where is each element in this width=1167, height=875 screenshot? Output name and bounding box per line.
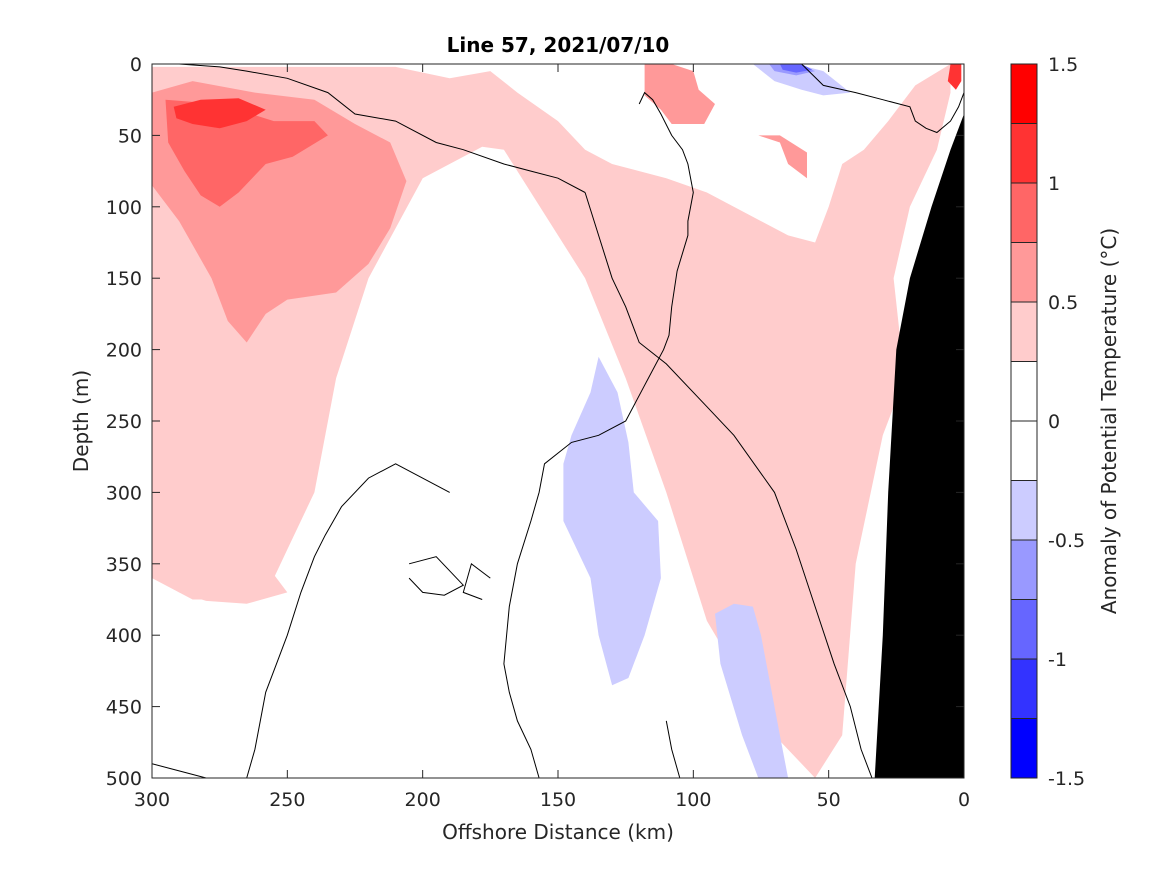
colorbar-frame (1010, 63, 1038, 779)
colorbar-swatch (1011, 183, 1037, 243)
y-axis-label: Depth (m) (69, 370, 93, 472)
x-tick-label: 100 (675, 789, 711, 811)
x-tick-label: 300 (134, 789, 170, 811)
colorbar-tick-label: 1.5 (1048, 54, 1078, 76)
contour-fill-region (152, 349, 288, 604)
colorbar-swatch (1011, 540, 1037, 600)
colorbar-tick-label: 0 (1048, 411, 1060, 433)
colorbar-swatch (1011, 480, 1037, 540)
zero-contour-line (665, 720, 681, 778)
contour-fill-region (758, 135, 807, 179)
land-mask-layer (874, 114, 964, 778)
contour-fill-layer (152, 64, 962, 778)
y-tick-label: 100 (106, 197, 142, 219)
colorbar-tick-label: 0.5 (1048, 292, 1078, 314)
colorbar-swatch (1011, 599, 1037, 659)
colorbar-tick-label: -0.5 (1048, 530, 1085, 552)
colorbar-swatch (1011, 361, 1037, 421)
x-axis: 300 250 200 150 100 50 0 (134, 64, 970, 811)
land-mask (874, 114, 964, 778)
zero-contour-line (503, 91, 694, 778)
colorbar-swatch (1011, 421, 1037, 481)
zero-contour-line (462, 562, 491, 600)
zero-contour-line (408, 556, 465, 596)
contour-fill-region (947, 64, 962, 90)
y-tick-label: 400 (106, 625, 142, 647)
colorbar (1011, 64, 1037, 778)
contour-fill-region (165, 99, 328, 207)
y-tick-label: 150 (106, 268, 142, 290)
x-tick-label: 0 (958, 789, 970, 811)
zero-contour-line (584, 192, 873, 778)
y-tick-label: 500 (106, 768, 142, 790)
colorbar-tick-label: -1 (1048, 649, 1067, 671)
x-tick-label: 50 (817, 789, 841, 811)
colorbar-swatch (1011, 123, 1037, 183)
y-tick-label: 450 (106, 697, 142, 719)
contour-fill-region (644, 64, 715, 124)
chart-title: Line 57, 2021/07/10 (447, 33, 670, 57)
y-tick-label: 300 (106, 482, 142, 504)
x-axis-label: Offshore Distance (km) (442, 820, 674, 844)
y-tick-label: 50 (118, 125, 142, 147)
colorbar-tick-label: 1 (1048, 173, 1060, 195)
zero-contour-line (152, 763, 207, 778)
x-tick-label: 150 (540, 789, 576, 811)
x-tick-label: 200 (405, 789, 441, 811)
y-axis: 0 50 100 150 200 250 300 350 400 450 500 (106, 54, 964, 790)
zero-contour-line (179, 64, 586, 193)
colorbar-swatch (1011, 64, 1037, 124)
y-tick-label: 0 (130, 54, 142, 76)
zero-contour-line (246, 463, 450, 778)
contour-fill-region (563, 356, 661, 686)
zero-contour-line (801, 64, 964, 134)
y-tick-label: 350 (106, 554, 142, 576)
contour-fill-region (715, 603, 789, 778)
colorbar-tick-label: -1.5 (1048, 768, 1085, 790)
colorbar-swatch (1011, 659, 1037, 719)
contour-fill-region (752, 64, 851, 96)
colorbar-ticks: 1.5 1 0.5 0 -0.5 -1 -1.5 (1048, 54, 1085, 790)
contour-fill-region (173, 98, 266, 129)
x-tick-label: 250 (269, 789, 305, 811)
colorbar-swatch (1011, 302, 1037, 362)
colorbar-swatch (1011, 718, 1037, 778)
y-tick-label: 200 (106, 340, 142, 362)
colorbar-label: Anomaly of Potential Temperature (°C) (1097, 228, 1121, 614)
colorbar-swatch (1011, 242, 1037, 302)
zero-contour-layer (152, 64, 964, 778)
y-tick-label: 250 (106, 411, 142, 433)
